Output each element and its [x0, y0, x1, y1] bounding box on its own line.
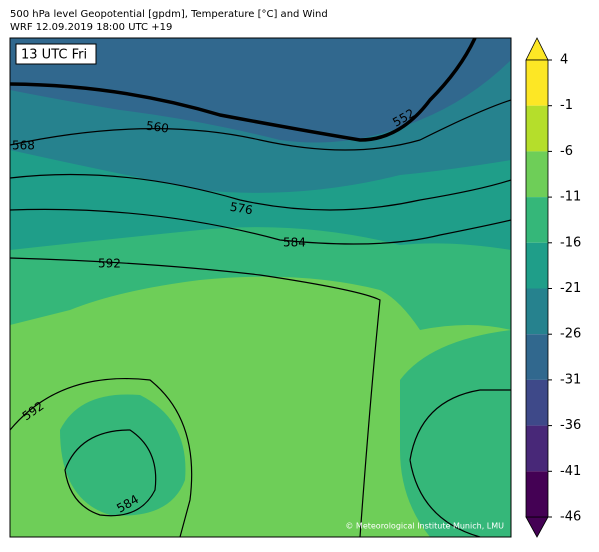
colorbar-band [526, 471, 548, 517]
colorbar-band [526, 242, 548, 289]
time-box [15, 43, 97, 65]
colorbar-band [526, 105, 548, 152]
colorbar-band [526, 288, 548, 335]
colorbar-tick-label: -41 [560, 464, 581, 479]
colorbar-band [526, 379, 548, 426]
colorbar-tick-label: 4 [560, 53, 568, 68]
colorbar-band [526, 151, 548, 198]
colorbar-band [526, 425, 548, 472]
contours [10, 99, 511, 537]
colorbar-tick-label: -46 [560, 510, 581, 525]
colorbar-extension [525, 516, 549, 538]
credit: © Meteorological Institute Munich, LMU [345, 522, 504, 531]
colorbar-band [526, 60, 548, 106]
title: 500 hPa level Geopotential [gpdm], Tempe… [10, 9, 328, 20]
contour-label: 592 [98, 257, 121, 271]
colorbar-band [526, 197, 548, 243]
colorbar-tick-label: -1 [560, 98, 573, 113]
contour-label: 576 [229, 200, 254, 218]
colorbar-tick-label: -11 [560, 190, 581, 205]
map-frame [9, 37, 512, 538]
colorbar-tick-label: -36 [560, 418, 581, 433]
colorbar-tick-label: -16 [560, 235, 581, 250]
contour-label: 560 [145, 119, 170, 136]
subtitle: WRF 12.09.2019 18:00 UTC +19 [10, 22, 172, 33]
colorbar-extension [525, 37, 549, 61]
contour-label: 584 [283, 236, 306, 250]
colorbar: 4 -1 -6 -11 -16 -21 -26 -31 -36 -41 -46 [525, 37, 581, 538]
map: 560 568 576 584 592 552 592 584 © Meteor… [10, 38, 511, 537]
time-label: 13 UTC Fri [21, 48, 87, 63]
colorbar-tick-label: -31 [560, 372, 581, 387]
contour-label: 568 [12, 139, 35, 153]
contour-552 [10, 38, 477, 142]
colorbar-tick-label: -6 [560, 144, 573, 159]
colorbar-tick-label: -26 [560, 327, 581, 342]
colorbar-tick-label: -21 [560, 281, 581, 296]
colorbar-band [526, 334, 548, 380]
